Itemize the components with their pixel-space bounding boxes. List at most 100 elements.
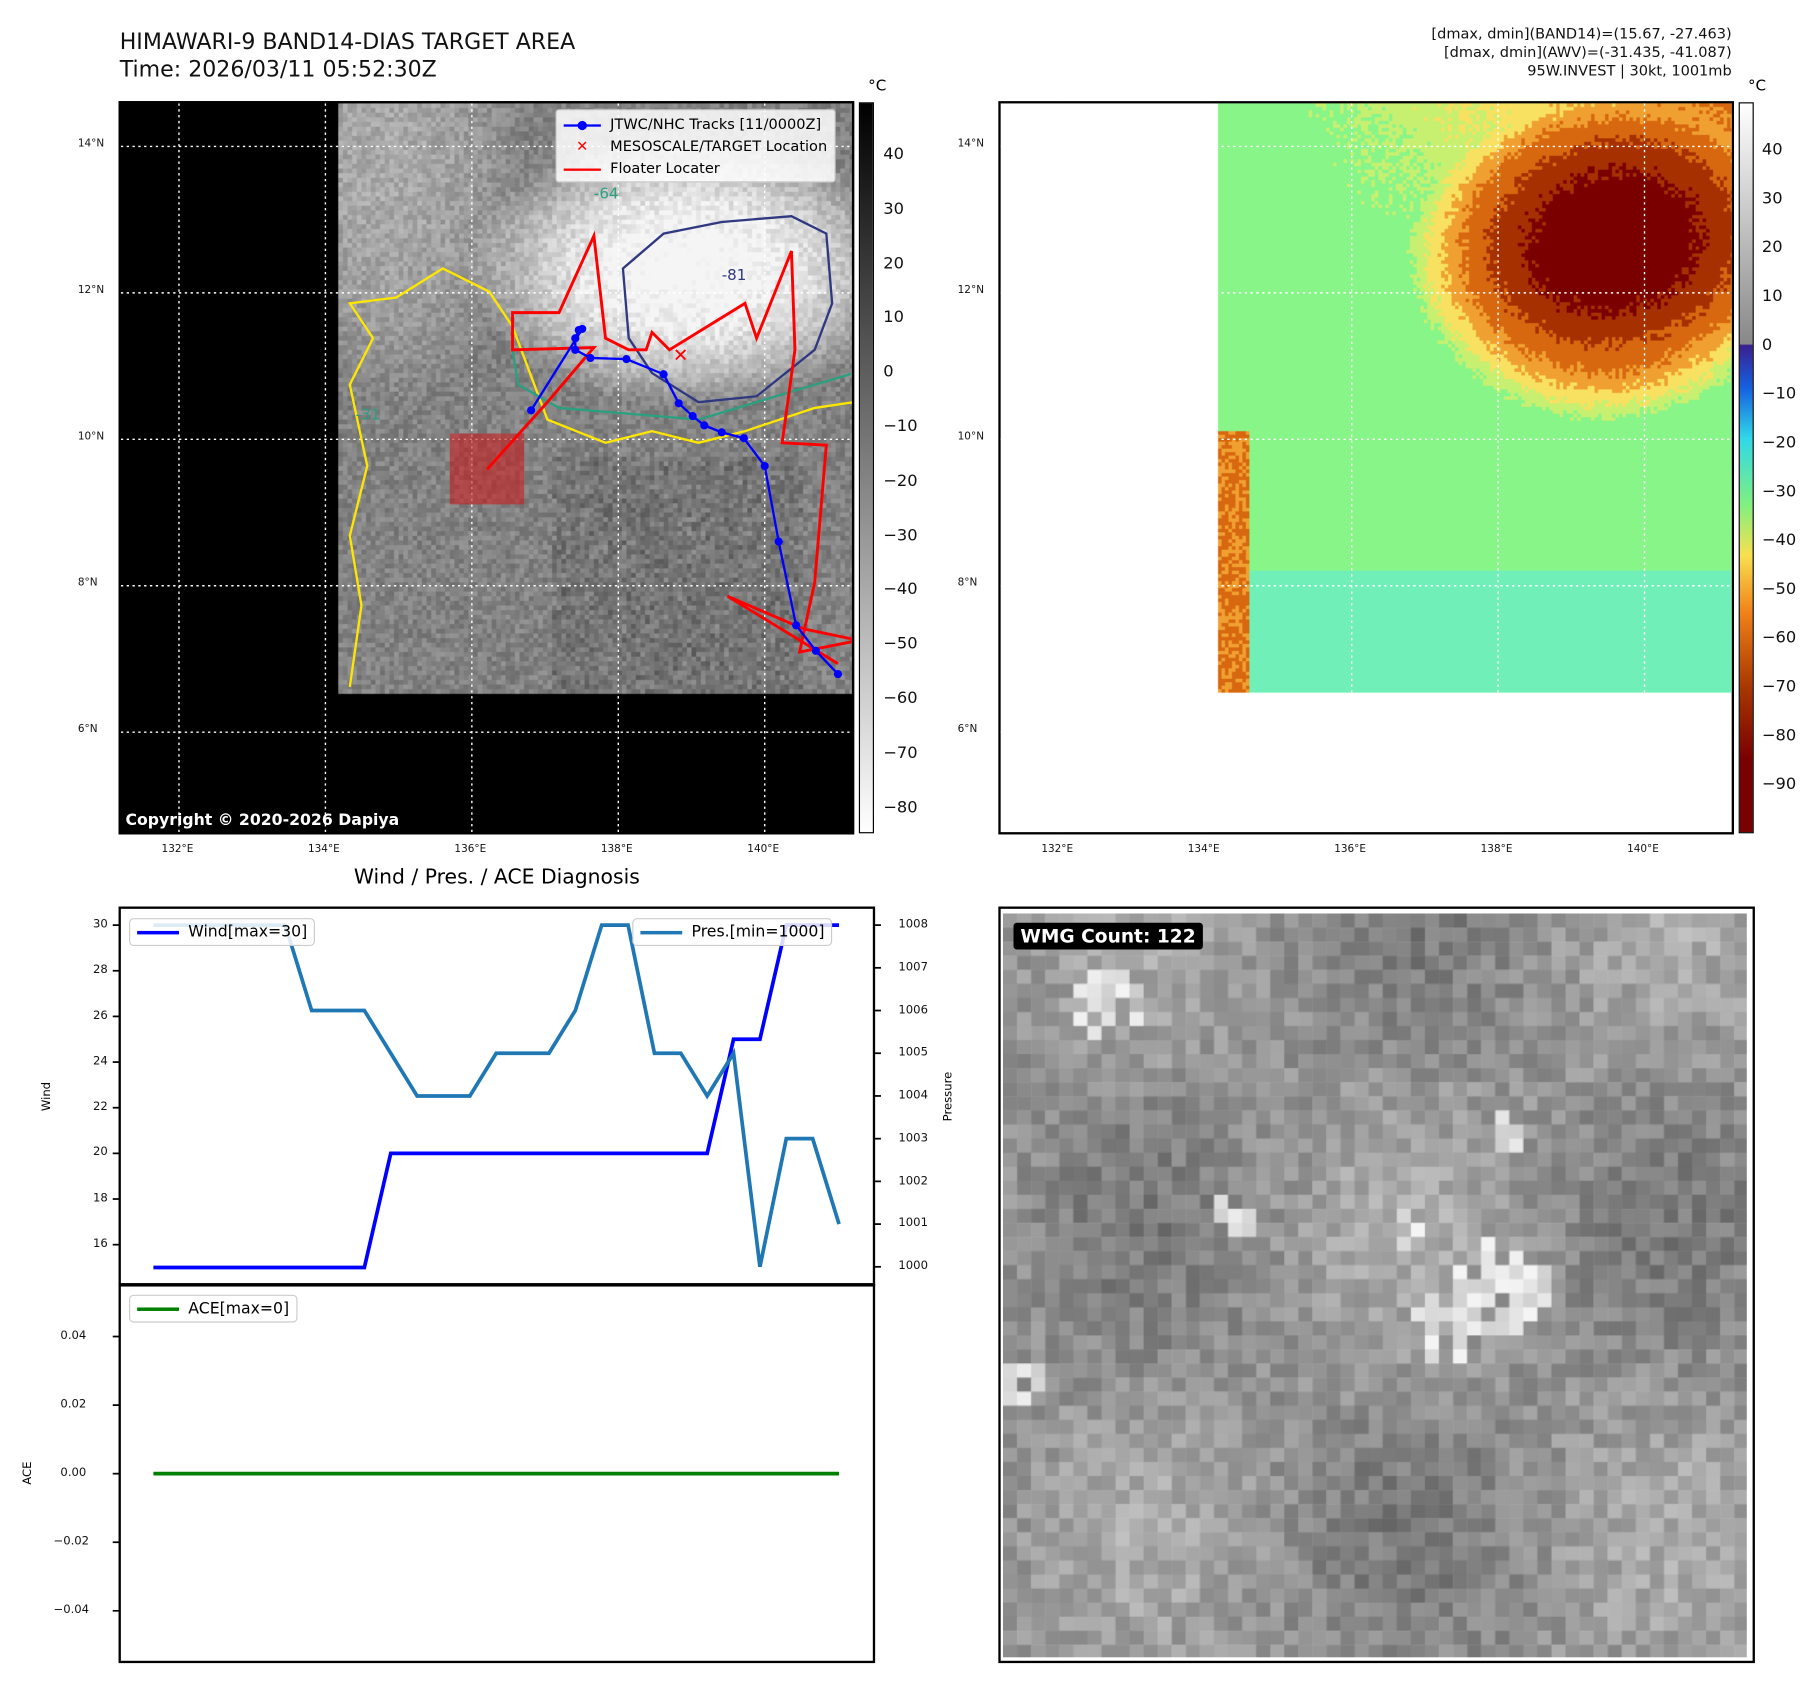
wind-tick: 26: [92, 1009, 108, 1023]
legend-tracks-label: JTWC/NHC Tracks [11/0000Z]: [610, 115, 822, 133]
colorbar2-tick: −80: [1761, 726, 1797, 745]
colorbar1-tick: −50: [883, 634, 918, 654]
contour-teal: [511, 349, 852, 421]
lat-label: 12°N: [957, 284, 985, 297]
ace-tick: 0.02: [60, 1398, 87, 1411]
copyright: Copyright © 2020-2026 Dapiya: [125, 811, 400, 830]
colorbar2-tick: 20: [1761, 238, 1783, 257]
track-point: [760, 461, 769, 471]
info-block: [dmax, dmin](BAND14)=(15.67, -27.463) [d…: [1431, 24, 1731, 80]
colorbar2-unit: °C: [1747, 77, 1767, 96]
legend-floater: Floater Locater: [563, 157, 827, 179]
floater-track: [485, 230, 852, 665]
colorbar2-tick: 10: [1761, 287, 1783, 306]
colorbar-awv: [1738, 102, 1754, 834]
pressure-line-icon: [640, 930, 683, 934]
awv-imagery: [1000, 103, 1732, 833]
lon-label: 136°E: [454, 843, 487, 856]
lat-label: 6°N: [957, 724, 978, 736]
map1-overlay: -64 -81 -31 ✕: [120, 103, 852, 833]
track-point: [833, 670, 843, 679]
colorbar1-tick: −30: [883, 526, 918, 545]
colorbar1-tick: −80: [883, 797, 918, 817]
lat-label: 8°N: [957, 577, 978, 590]
colorbar2-tick: −50: [1761, 579, 1797, 599]
lat-label: 8°N: [77, 577, 98, 590]
wind-line: [153, 923, 840, 1270]
colorbar1-tick: −60: [883, 689, 918, 708]
wind-legend-label: Wind[max=30]: [188, 922, 308, 942]
info-band14: [dmax, dmin](BAND14)=(15.67, -27.463): [1431, 24, 1732, 42]
track-point: [527, 406, 536, 415]
wind-tick: 20: [92, 1146, 108, 1160]
colorbar2-tick: −40: [1761, 531, 1797, 550]
ace-tick: 0.04: [60, 1329, 87, 1343]
track-marker-icon: [577, 120, 587, 130]
ace-tick: −0.04: [53, 1603, 90, 1617]
colorbar2-tick: 30: [1761, 189, 1783, 209]
pressure-legend-label: Pres.[min=1000]: [691, 922, 825, 942]
figure-title: HIMAWARI-9 BAND14-DIAS TARGET AREA: [119, 29, 576, 55]
track-point: [688, 411, 697, 421]
wind-tick: 16: [92, 1237, 108, 1251]
lat-label: 14°N: [957, 138, 985, 150]
colorbar2-tick: −60: [1761, 628, 1797, 648]
lat-label: 10°N: [957, 431, 985, 443]
pressure-tick: 1006: [898, 1003, 928, 1017]
map2-grid: [1000, 103, 1732, 833]
pressure-tick: 1001: [898, 1217, 928, 1230]
legend-target-label: MESOSCALE/TARGET Location: [610, 137, 828, 155]
figure-time: Time: 2026/03/11 05:52:30Z: [119, 56, 437, 83]
band14-map: -64 -81 -31 ✕ JTWC/NHC Tracks [11/0000Z] ✕ M…: [118, 101, 855, 835]
colorbar2-tick: −20: [1761, 433, 1797, 453]
colorbar2-tick: 40: [1761, 140, 1783, 160]
lon-label: 134°E: [307, 843, 340, 856]
colorbar2-tick: −70: [1761, 677, 1797, 697]
wind-tick: 28: [92, 963, 108, 977]
colorbar2-tick: 0: [1761, 335, 1773, 355]
ace-tick: −0.02: [53, 1535, 90, 1549]
ace-tick: 0.00: [60, 1466, 87, 1480]
track-point: [811, 646, 820, 655]
lon-label: 138°E: [600, 843, 633, 856]
awv-map: [998, 101, 1735, 835]
colorbar1-tick: 10: [883, 308, 904, 328]
lat-label: 10°N: [77, 431, 105, 443]
pressure-tick: 1003: [898, 1131, 928, 1145]
track-point: [571, 334, 580, 343]
ace-line-icon: [137, 1306, 179, 1311]
lat-label: 14°N: [77, 138, 105, 150]
track-point: [578, 324, 587, 333]
track-point: [571, 345, 580, 354]
colorbar1-tick: 20: [883, 254, 904, 273]
pressure-tick: 1008: [898, 918, 928, 931]
colorbar1-tick: −70: [883, 743, 918, 763]
colorbar-band14: [858, 102, 874, 834]
wmg-imagery: [1002, 913, 1747, 1658]
wind-legend: Wind[max=30]: [129, 918, 316, 947]
track-point: [700, 421, 709, 430]
target-marker-icon: ✕: [673, 345, 689, 366]
lon-label: 140°E: [747, 843, 780, 856]
lon-label: 132°E: [1041, 843, 1074, 856]
lon-label: 138°E: [1480, 843, 1513, 856]
colorbar1-tick: −10: [883, 417, 918, 436]
legend-floater-label: Floater Locater: [610, 159, 720, 177]
ace-legend-label: ACE[max=0]: [188, 1299, 290, 1318]
map-legend: JTWC/NHC Tracks [11/0000Z] ✕ MESOSCALE/TA…: [555, 109, 836, 183]
wmg-panel: WMG Count: 122: [998, 906, 1755, 1664]
contour-label: -31: [356, 406, 381, 424]
lon-label: 140°E: [1627, 843, 1659, 856]
track-point: [659, 370, 668, 379]
wind-tick: 22: [92, 1100, 108, 1114]
colorbar1-tick: −20: [883, 471, 918, 491]
wmg-count-badge: WMG Count: 122: [1013, 922, 1203, 950]
colorbar1-tick: 30: [883, 199, 904, 219]
legend-tracks: JTWC/NHC Tracks [11/0000Z]: [563, 113, 827, 135]
lon-label: 134°E: [1187, 843, 1220, 856]
chart-title: Wind / Pres. / ACE Diagnosis: [353, 865, 640, 890]
track-point: [792, 621, 801, 630]
lon-label: 136°E: [1334, 843, 1367, 856]
colorbar1-tick: 40: [883, 145, 904, 164]
